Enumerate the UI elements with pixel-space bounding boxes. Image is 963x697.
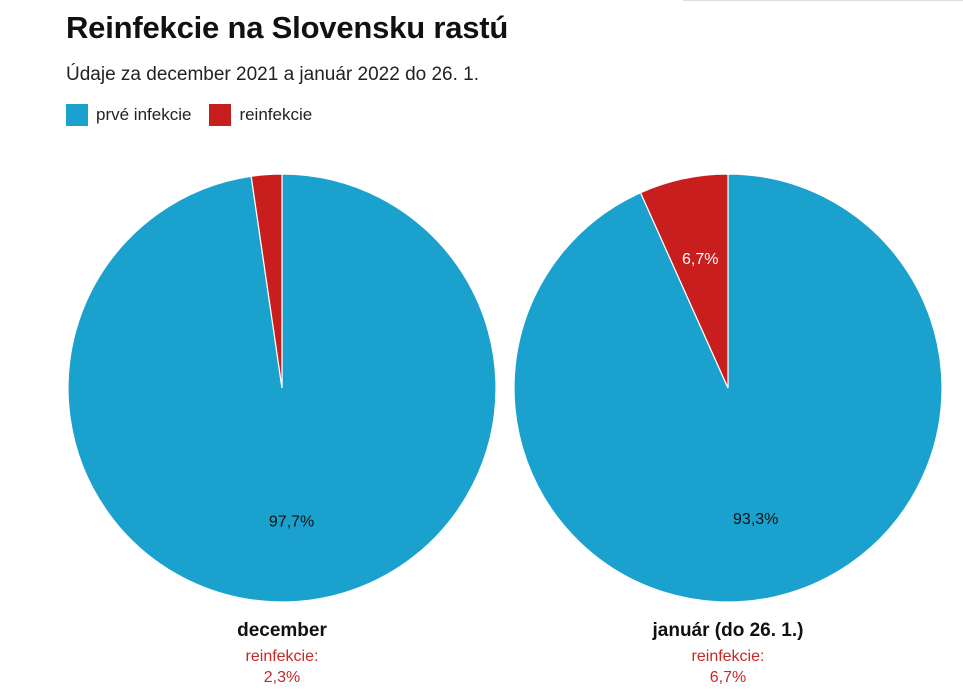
january-title: január (do 26. 1.) [652,620,804,641]
january-slice-reinfections [639,173,729,389]
december-note-label: reinfekcie: [245,648,319,665]
december-title: december [237,620,327,641]
january-caption: január (do 26. 1.) reinfekcie: 6,7% [578,620,878,688]
legend-item-first-infections: prvé infekcie [66,104,191,126]
january-reinfection-note: reinfekcie: 6,7% [578,646,878,688]
january-label-first-infections: 93,3% [733,511,778,528]
legend-swatch-reinfections [209,104,232,126]
december-slice-reinfections [250,173,283,389]
december-note-value: 2,3% [263,669,301,686]
legend-label-reinfections: reinfekcie [239,105,313,124]
january-label-reinfections: 6,7% [682,251,718,268]
chart-subtitle: Údaje za december 2021 a január 2022 do … [66,64,480,85]
december-caption: december reinfekcie: 2,3% [132,620,432,688]
january-note-value: 6,7% [709,669,747,686]
december-label-first-infections: 97,7% [269,513,314,530]
legend-swatch-first-infections [66,104,88,126]
legend-item-reinfections: reinfekcie [209,104,312,126]
december-reinfection-note: reinfekcie: 2,3% [132,646,432,688]
chart-title: Reinfekcie na Slovensku rastú [66,10,509,45]
legend-label-first-infections: prvé infekcie [96,105,192,124]
january-note-label: reinfekcie: [691,648,765,665]
top-divider [683,0,963,1]
legend: prvé infekcie reinfekcie [66,104,312,126]
